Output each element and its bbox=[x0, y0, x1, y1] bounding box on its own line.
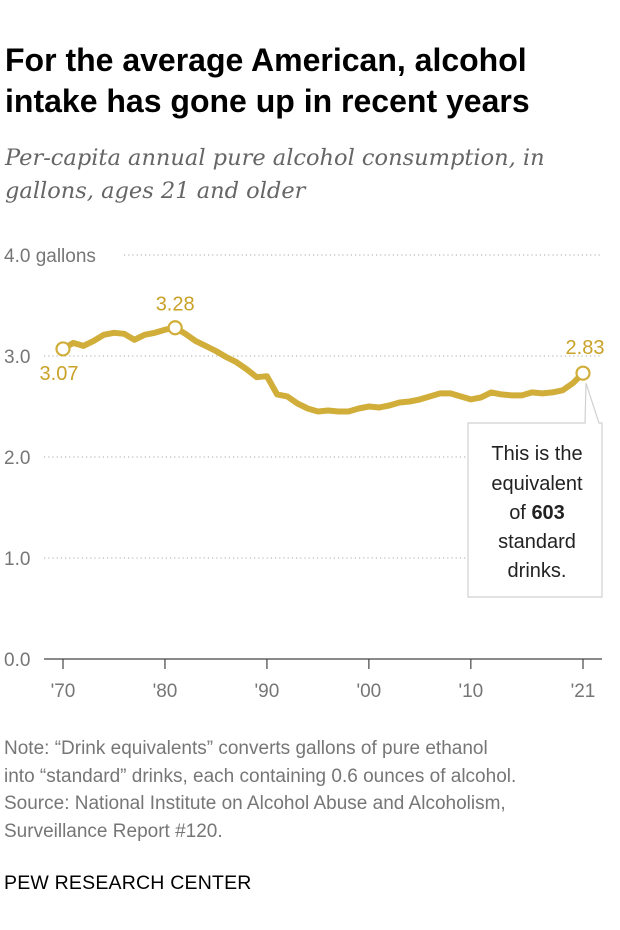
brand-logo-text: PEW RESEARCH CENTER bbox=[4, 872, 252, 894]
gridlines bbox=[44, 254, 602, 660]
x-tick-label: '70 bbox=[51, 681, 76, 702]
callout-line-4: standard bbox=[498, 531, 576, 553]
chart-subtitle: Per-capita annual pure alcohol consumpti… bbox=[5, 145, 545, 204]
value-label: 3.28 bbox=[156, 294, 195, 316]
source-line-1: Source: National Institute on Alcohol Ab… bbox=[4, 793, 506, 814]
value-label: 3.07 bbox=[40, 363, 79, 385]
value-label: 2.83 bbox=[566, 337, 605, 359]
x-tick-label: '80 bbox=[153, 681, 178, 702]
callout-line-5: drinks. bbox=[508, 560, 567, 582]
y-tick-label: 1.0 bbox=[4, 549, 30, 570]
callout-line-1: This is the bbox=[491, 443, 582, 465]
x-tick-label: '21 bbox=[571, 681, 596, 702]
y-tick-label: 3.0 bbox=[4, 347, 30, 368]
footnote: Note: “Drink equivalents” converts gallo… bbox=[4, 735, 616, 845]
callout-drink-count: 603 bbox=[531, 502, 564, 524]
highlight-point bbox=[575, 365, 591, 381]
chart-title: For the average American, alcohol intake… bbox=[5, 42, 530, 119]
callout-line-2: equivalent bbox=[491, 473, 583, 495]
source-line-2: Surveillance Report #120. bbox=[4, 820, 223, 842]
highlight-point bbox=[167, 320, 183, 336]
y-axis-labels: 0.0 1.0 2.0 3.0 4.0 gallons bbox=[4, 246, 96, 671]
note-line-2: into “standard” drinks, each containing … bbox=[4, 765, 517, 787]
y-tick-label: 2.0 bbox=[4, 448, 30, 469]
x-tick-label: '00 bbox=[356, 681, 381, 702]
x-axis: '70 '80 '90 '00 '10 '21 bbox=[51, 659, 596, 702]
y-tick-label: 4.0 gallons bbox=[4, 246, 96, 267]
callout-line-3: of 603 bbox=[509, 502, 565, 524]
callout-box bbox=[467, 382, 603, 598]
x-tick-label: '10 bbox=[458, 681, 483, 702]
drink-callout: This is the equivalent of 603 standard d… bbox=[467, 382, 603, 598]
series-line bbox=[60, 324, 586, 415]
callout-of: of bbox=[509, 502, 531, 524]
series-layer bbox=[60, 324, 586, 415]
markers: 3.07 3.28 2.83 bbox=[40, 294, 605, 385]
line-chart: 0.01.02.03.04.0 gallons '70'80'90'00'10 '… bbox=[4, 246, 605, 702]
y-tick-label: 0.0 bbox=[4, 650, 30, 671]
note-line-1: Note: “Drink equivalents” converts gallo… bbox=[4, 738, 488, 759]
x-tick-label: '90 bbox=[255, 681, 280, 702]
highlight-point bbox=[55, 341, 71, 357]
